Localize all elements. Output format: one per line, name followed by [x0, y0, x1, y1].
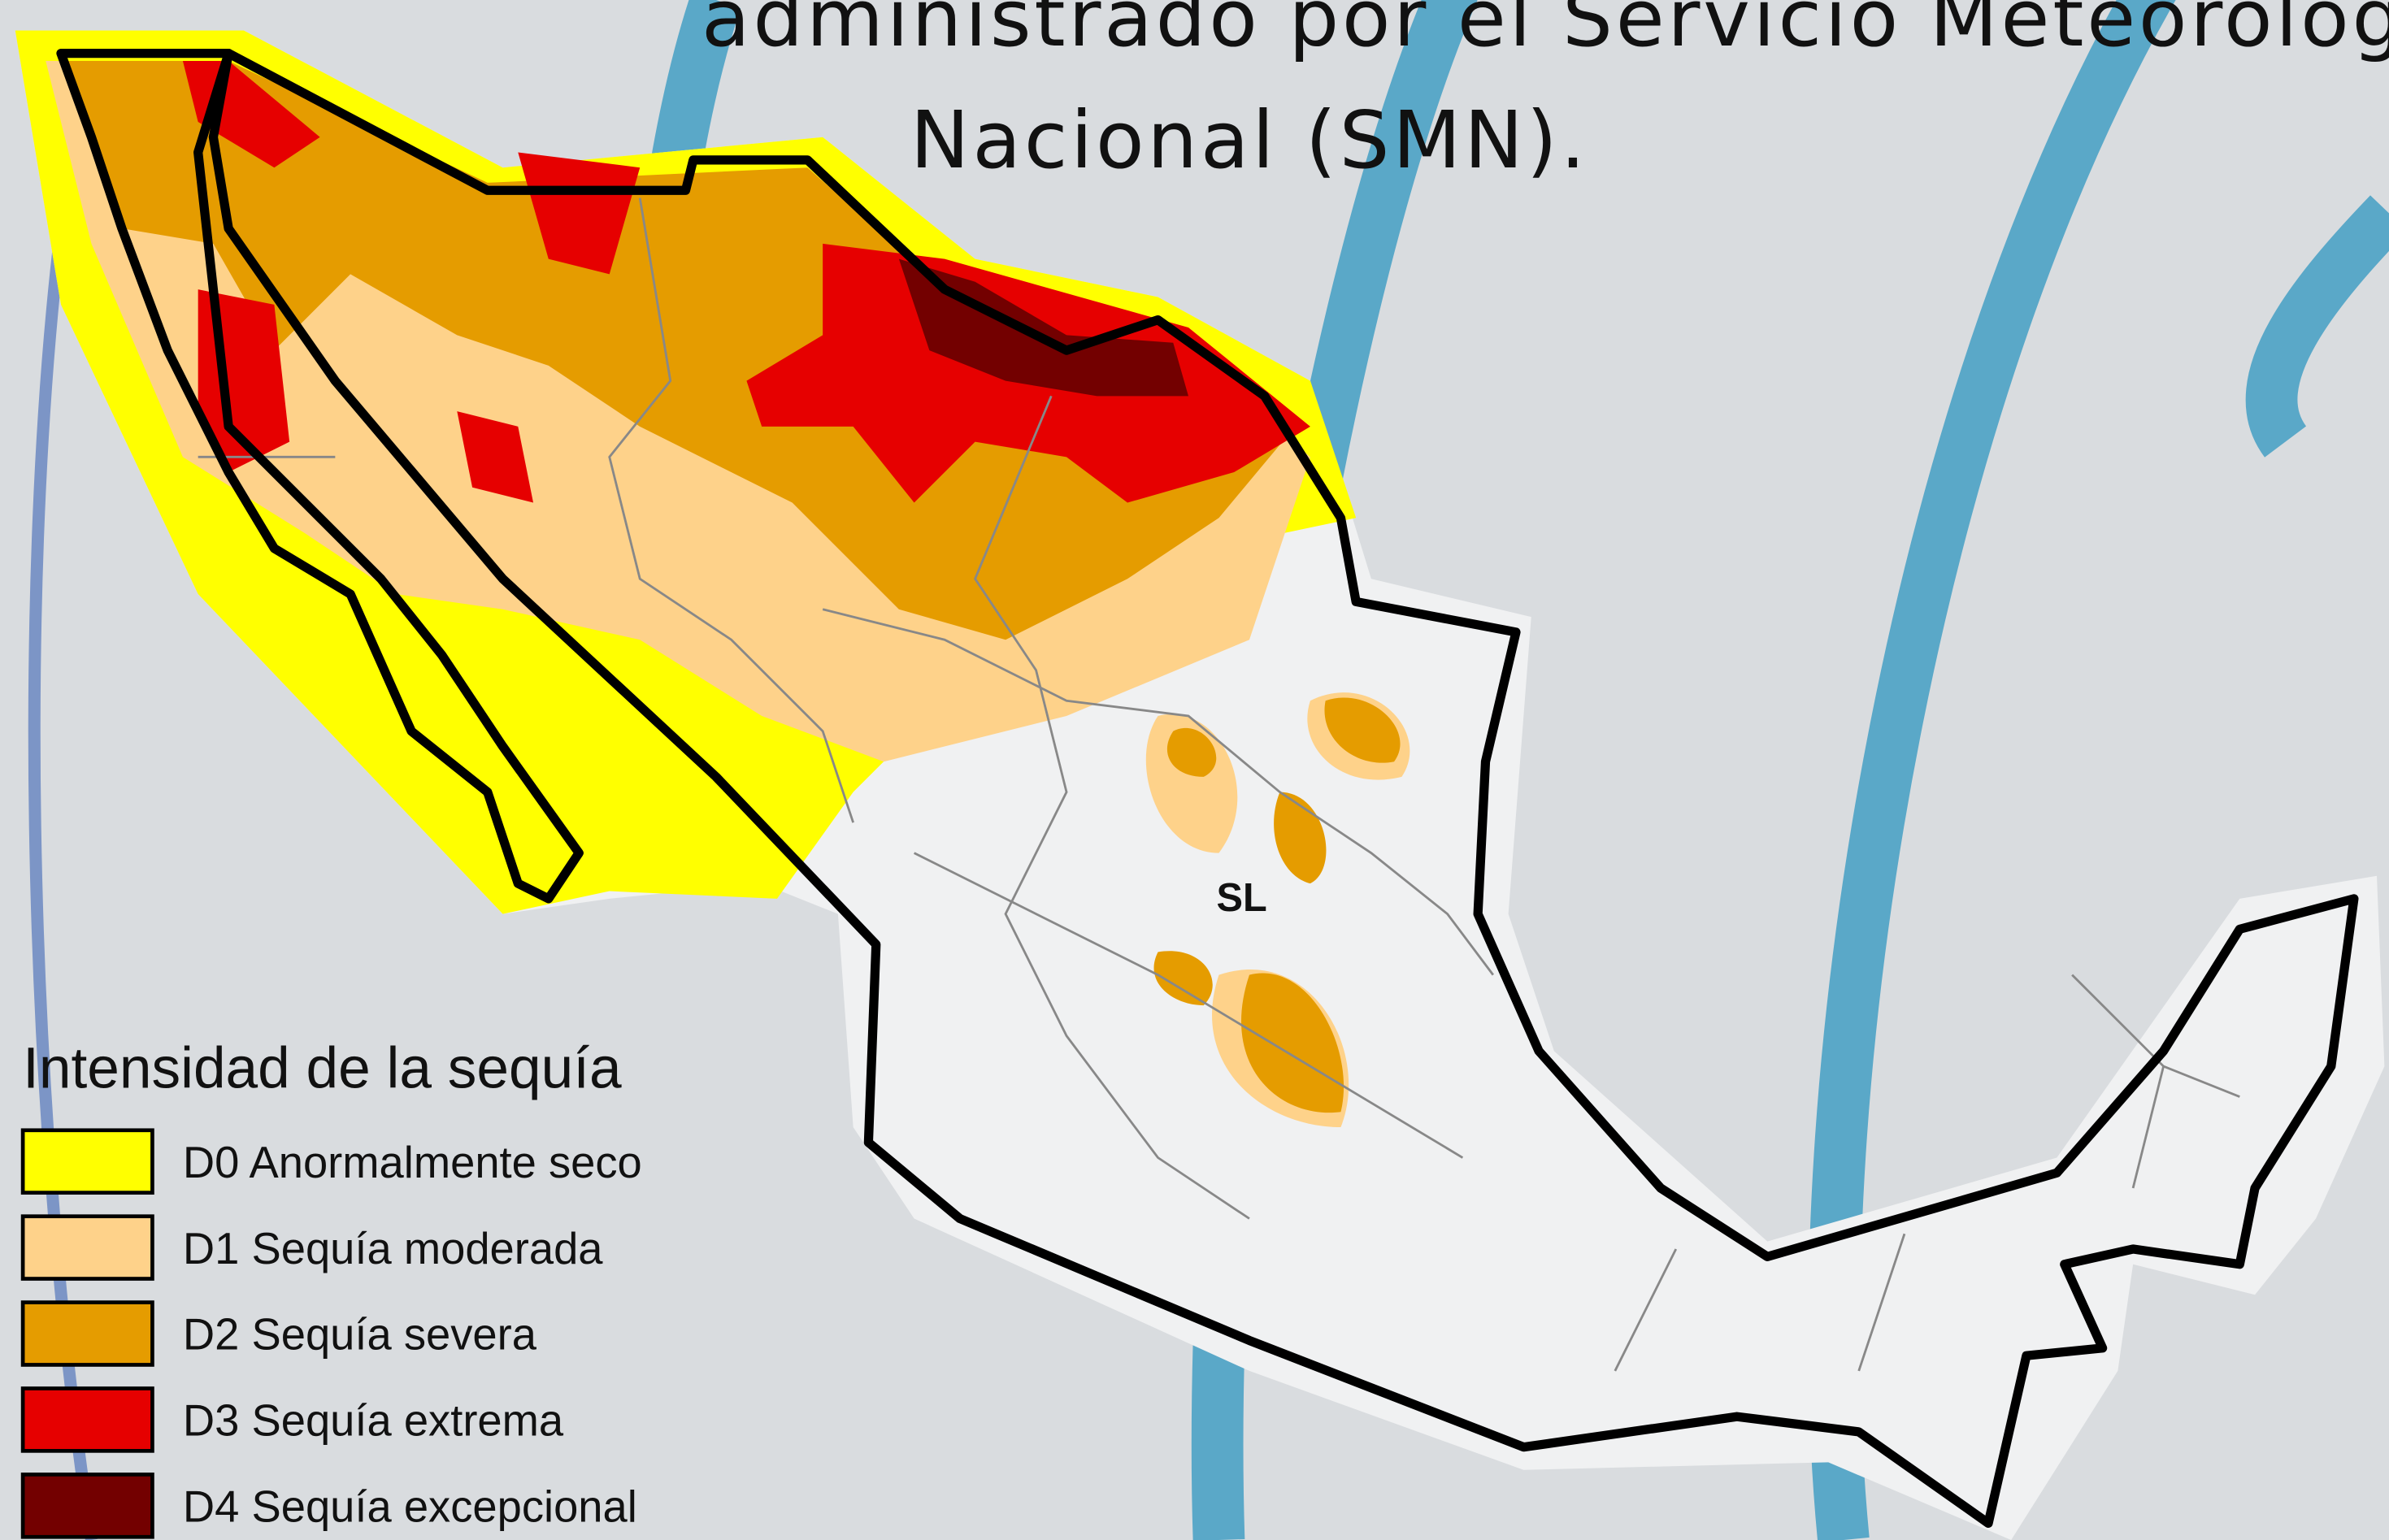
- title-line: administrado por el Servicio Meteorológi…: [701, 0, 2389, 64]
- legend-label: D1 Sequía moderada: [183, 1224, 603, 1273]
- legend-swatch: [23, 1130, 152, 1193]
- legend-swatch: [23, 1388, 152, 1451]
- legend-swatch: [23, 1303, 152, 1365]
- title-line: Nacional (SMN).: [910, 94, 1589, 186]
- drought-map: administrado por el Servicio Meteorológi…: [0, 0, 2389, 1540]
- legend-label: D2 Sequía severa: [183, 1310, 537, 1360]
- legend-title: Intensidad de la sequía: [23, 1036, 622, 1100]
- legend-label: D0 Anormalmente seco: [183, 1138, 642, 1187]
- legend-label: D3 Sequía extrema: [183, 1396, 564, 1446]
- page: administrado por el Servicio Meteorológi…: [0, 0, 2389, 1540]
- legend-swatch: [23, 1217, 152, 1279]
- map-label: SL: [1216, 876, 1266, 920]
- legend-swatch: [23, 1474, 152, 1537]
- legend-label: D4 Sequía excepcional: [183, 1481, 637, 1531]
